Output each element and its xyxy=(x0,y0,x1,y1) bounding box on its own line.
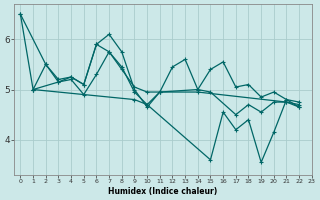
X-axis label: Humidex (Indice chaleur): Humidex (Indice chaleur) xyxy=(108,187,218,196)
